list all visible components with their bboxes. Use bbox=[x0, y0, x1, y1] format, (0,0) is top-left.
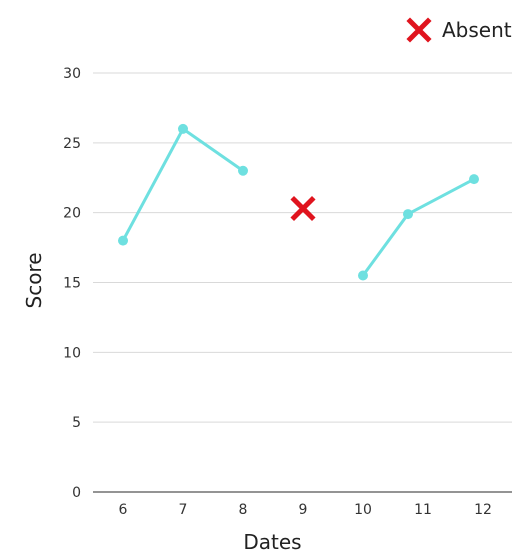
absent-marker bbox=[290, 195, 316, 222]
y-tick-label: 15 bbox=[63, 276, 81, 292]
y-tick-label: 25 bbox=[63, 136, 81, 152]
y-axis-title: Score bbox=[22, 252, 46, 308]
data-point bbox=[403, 209, 413, 220]
gridlines bbox=[93, 72, 512, 493]
y-tick-label: 0 bbox=[72, 485, 81, 501]
x-tick-label: 8 bbox=[239, 502, 248, 518]
x-tick-labels: 6 7 8 9 10 11 12 bbox=[119, 502, 492, 518]
x-tick-label: 12 bbox=[474, 502, 492, 518]
legend-label-absent: Absent bbox=[442, 18, 512, 42]
y-tick-label: 10 bbox=[63, 345, 81, 361]
y-tick-labels: 0 5 10 15 20 25 30 bbox=[63, 66, 81, 501]
data-point bbox=[469, 174, 479, 185]
x-tick-label: 11 bbox=[414, 502, 432, 518]
series-points bbox=[118, 123, 479, 281]
legend-x-mark bbox=[406, 17, 432, 43]
y-tick-label: 20 bbox=[63, 206, 81, 222]
data-point bbox=[238, 165, 248, 176]
y-tick-label: 5 bbox=[72, 415, 81, 431]
legend: Absent bbox=[406, 17, 512, 43]
data-point bbox=[178, 123, 188, 134]
x-tick-label: 6 bbox=[119, 502, 128, 518]
x-tick-label: 9 bbox=[299, 502, 308, 518]
data-point bbox=[358, 270, 368, 281]
x-tick-label: 10 bbox=[354, 502, 372, 518]
series-line-segment bbox=[361, 177, 476, 278]
x-tick-label: 7 bbox=[179, 502, 188, 518]
data-point bbox=[118, 235, 128, 246]
y-tick-label: 30 bbox=[63, 66, 81, 82]
x-icon bbox=[406, 17, 432, 43]
x-axis-title: Dates bbox=[243, 530, 301, 554]
absent-markers bbox=[290, 195, 316, 222]
series-line-segment bbox=[121, 127, 245, 243]
